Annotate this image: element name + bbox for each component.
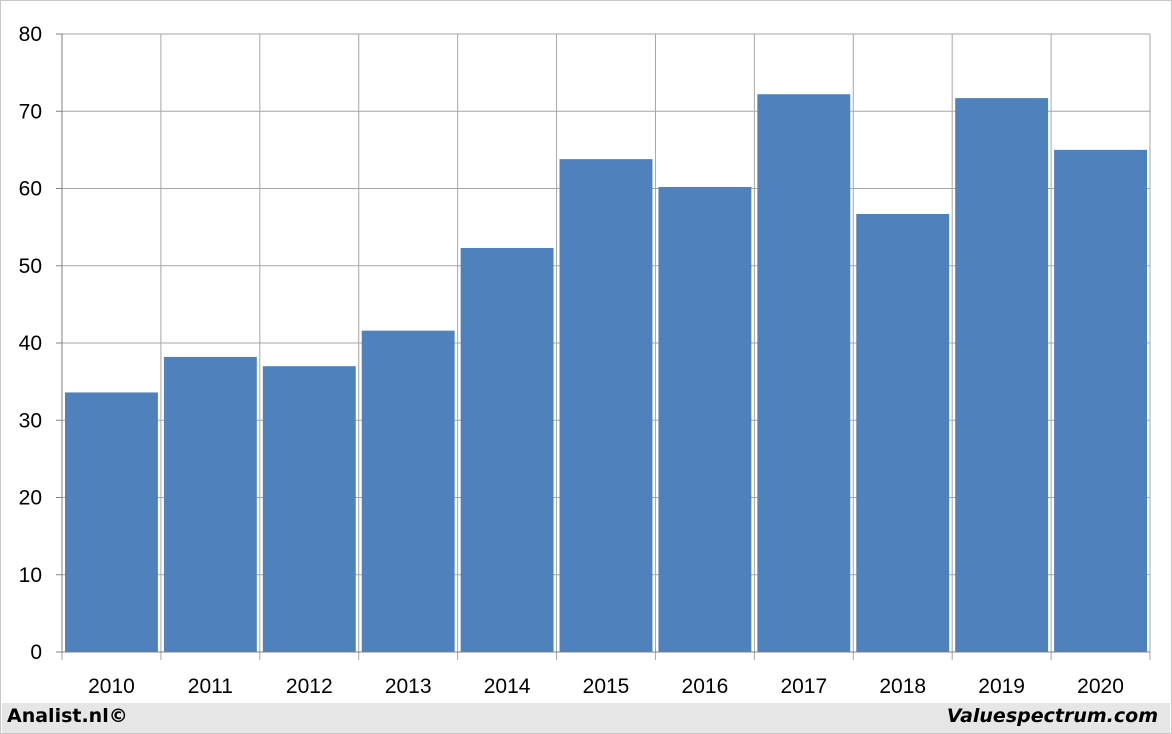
x-tick-label: 2013 [385,675,432,698]
source-credit-left: Analist.nl© [7,705,128,727]
y-tick-label: 50 [19,255,42,278]
x-tick-label: 2017 [780,675,827,698]
bars [65,94,1147,653]
bar-2017 [757,94,851,652]
y-tick-label: 30 [19,409,42,432]
y-axis-tick-labels: 0 10 20 30 40 50 60 70 80 [19,23,42,664]
x-tick-label: 2016 [682,675,729,698]
axes [56,33,1150,653]
y-tick-label: 70 [19,100,42,123]
source-credit-right: Valuespectrum.com [946,705,1158,727]
footer-bar: Analist.nl© Valuespectrum.com [2,703,1170,733]
bar-2020 [1054,149,1147,652]
x-tick-label: 2018 [879,675,926,698]
y-tick-label: 60 [19,178,42,201]
x-tick-label: 2015 [583,675,630,698]
y-tick-label: 0 [30,641,42,664]
y-tick-label: 40 [19,332,42,355]
bar-2013 [361,330,455,652]
bar-2011 [163,356,257,652]
y-tick-label: 20 [19,487,42,510]
bar-2015 [559,159,653,652]
x-tick-label: 2020 [1077,675,1124,698]
x-tick-label: 2014 [484,675,531,698]
bar-2012 [262,366,356,652]
x-tick-label: 2012 [286,675,333,698]
bar-2018 [856,213,950,652]
bar-2016 [658,186,752,652]
x-axis-tick-labels: 2010 2011 2012 2013 2014 2015 2016 2017 2018 2019… [88,675,1124,698]
x-tick-label: 2019 [978,675,1025,698]
y-tick-label: 80 [19,23,42,46]
bar-2014 [460,247,554,653]
y-tick-label: 10 [19,564,42,587]
bar-2019 [955,98,1049,653]
bar-2010 [65,392,158,652]
x-tick-label: 2011 [188,675,233,698]
x-tick-label: 2010 [88,675,135,698]
